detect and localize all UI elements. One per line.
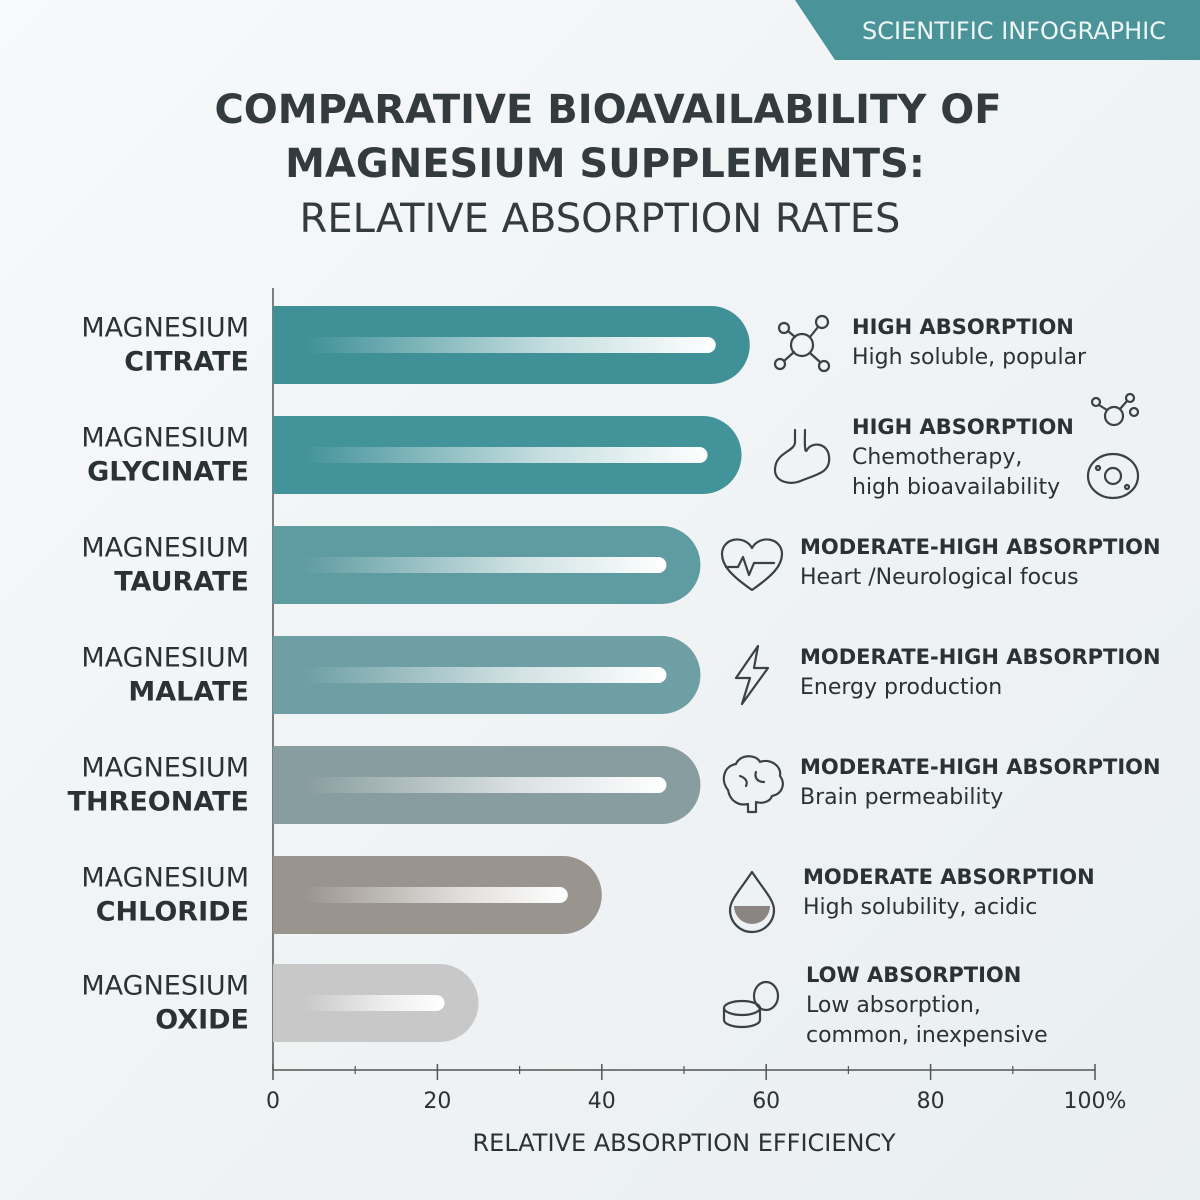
category-label: OXIDE (155, 1005, 249, 1036)
title-line: COMPARATIVE BIOAVAILABILITY OF (214, 87, 1001, 133)
x-tick-label: 0 (266, 1089, 280, 1114)
annotation-text: common, inexpensive (806, 1023, 1048, 1048)
heart-icon (720, 538, 784, 592)
badge-bg (795, 0, 1200, 60)
molecule-icon (773, 314, 831, 373)
category-prefix: MAGNESIUM (81, 753, 249, 784)
brain-icon (722, 755, 784, 814)
icons (720, 314, 1140, 1029)
category-prefix: MAGNESIUM (81, 533, 249, 564)
cell-icon (1086, 452, 1140, 500)
bar-shine (303, 667, 667, 683)
x-tick-label: 20 (423, 1089, 451, 1114)
annotation-text: Heart /Neurological focus (800, 565, 1079, 590)
category-label: CHLORIDE (96, 897, 249, 928)
bolt-icon (734, 644, 770, 706)
category-label: TAURATE (114, 567, 249, 598)
subtitle: RELATIVE ABSORPTION RATES (300, 196, 901, 242)
category-prefix: MAGNESIUM (81, 643, 249, 674)
x-tick-label: 80 (917, 1089, 945, 1114)
category-prefix: MAGNESIUM (81, 313, 249, 344)
x-axis-label: RELATIVE ABSORPTION EFFICIENCY (472, 1129, 895, 1157)
drop-icon (728, 870, 776, 934)
category-label: THREONATE (68, 787, 249, 818)
annotation-heading: LOW ABSORPTION (806, 963, 1021, 987)
annotation-text: High soluble, popular (852, 345, 1087, 370)
annotation-text: Chemotherapy, (852, 445, 1022, 470)
annotation-heading: MODERATE-HIGH ABSORPTION (800, 755, 1161, 779)
category-prefix: MAGNESIUM (81, 423, 249, 454)
annotation-heading: HIGH ABSORPTION (852, 315, 1074, 339)
annotation-heading: MODERATE ABSORPTION (803, 865, 1095, 889)
bar-shine (303, 777, 667, 793)
annotation-heading: MODERATE-HIGH ABSORPTION (800, 535, 1161, 559)
annotation-text: High solubility, acidic (803, 895, 1037, 920)
annotation-text: Low absorption, (806, 993, 981, 1018)
molecule-icon (1090, 392, 1140, 427)
category-label: MALATE (128, 677, 249, 708)
bar-shine (303, 557, 667, 573)
annotation-heading: HIGH ABSORPTION (852, 415, 1074, 439)
category-label: GLYCINATE (87, 457, 249, 488)
badge: SCIENTIFIC INFOGRAPHIC (862, 17, 1166, 45)
category-prefix: MAGNESIUM (81, 863, 249, 894)
annotation-text: high bioavailability (852, 475, 1060, 500)
stomach-icon (773, 428, 831, 484)
bar-shine (303, 995, 445, 1011)
x-tick-label: 40 (588, 1089, 616, 1114)
bar-shine (303, 887, 568, 903)
bar-shine (303, 337, 716, 353)
x-tick-label: 60 (752, 1089, 780, 1114)
annotation-text: Energy production (800, 675, 1002, 700)
category-prefix: MAGNESIUM (81, 971, 249, 1002)
pill-icon (722, 980, 780, 1029)
x-tick-label: 100% (1064, 1089, 1127, 1114)
annotation-text: Brain permeability (800, 785, 1003, 810)
annotation-heading: MODERATE-HIGH ABSORPTION (800, 645, 1161, 669)
category-label: CITRATE (124, 347, 249, 378)
title-line: MAGNESIUM SUPPLEMENTS: (285, 141, 925, 187)
bar-shine (303, 447, 708, 463)
